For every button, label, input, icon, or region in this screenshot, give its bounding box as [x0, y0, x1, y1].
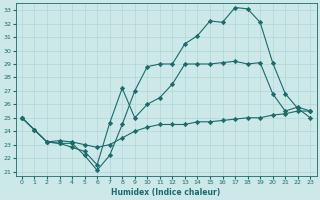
X-axis label: Humidex (Indice chaleur): Humidex (Indice chaleur)	[111, 188, 221, 197]
